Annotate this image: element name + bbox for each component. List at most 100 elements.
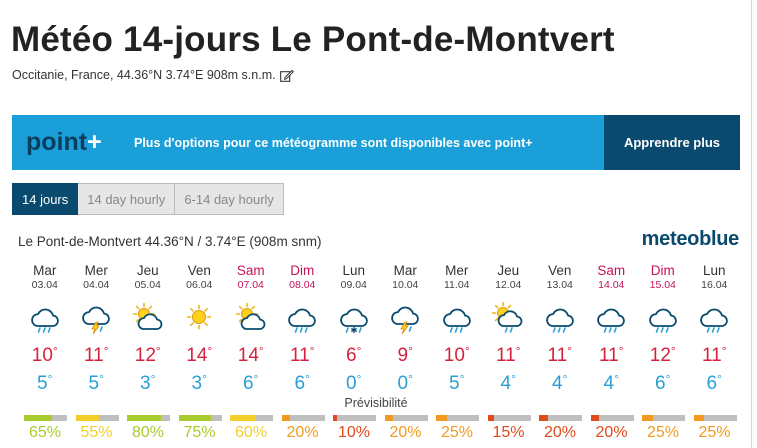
max-temperature: 6°	[346, 344, 362, 366]
tab-14-days[interactable]: 14 jours	[12, 183, 79, 215]
predictability-fill	[333, 415, 338, 421]
predictability-fill	[693, 415, 705, 421]
tab-14-day-hourly[interactable]: 14 day hourly	[78, 183, 176, 215]
daily-forecast: Mar 03.04 10° 5° Mer 04.04 11° 5° Jeu 05.04 12° 3° V…	[19, 263, 741, 394]
predictability-bar	[178, 415, 222, 421]
point-plus-banner: point+ Plus d'options pour ce météogramm…	[12, 115, 740, 170]
min-temperature: 6°	[655, 372, 671, 394]
predictability-item: 25%	[436, 415, 488, 443]
predictability-item: 15%	[487, 415, 540, 443]
predictability-item: 20%	[384, 415, 437, 443]
predictability-item: 75%	[178, 415, 231, 443]
predictability-bar	[24, 415, 67, 421]
forecast-location: Le Pont-de-Montvert 44.36°N / 3.74°E (90…	[18, 234, 322, 249]
day-column[interactable]: Dim 08.04 11° 6°	[277, 263, 329, 394]
predictability-bar	[436, 415, 479, 421]
cloud-snow-icon	[328, 298, 380, 338]
cloud-rain-icon	[19, 298, 71, 338]
predictability-item: 25%	[693, 415, 746, 443]
predictability-label: Prévisibilité	[344, 396, 408, 410]
min-temperature: 6°	[294, 372, 310, 394]
sun-cloud-icon	[225, 298, 277, 338]
day-date: 06.04	[186, 279, 213, 291]
min-temperature: 3°	[140, 372, 156, 394]
min-temperature: 3°	[191, 372, 207, 394]
day-column[interactable]: Dim 15.04 12° 6°	[637, 263, 689, 394]
predictability-item: 20%	[281, 415, 334, 443]
min-temperature: 0°	[346, 372, 362, 394]
max-temperature: 10°	[31, 344, 58, 366]
predictability-bar	[693, 415, 737, 421]
learn-more-button[interactable]: Apprendre plus	[604, 115, 740, 170]
day-column[interactable]: Mar 10.04 9° 0°	[380, 263, 432, 394]
day-column[interactable]: Mar 03.04 10° 5°	[19, 263, 71, 394]
cloud-rain-icon	[431, 298, 483, 338]
max-temperature: 11°	[547, 344, 573, 366]
day-column[interactable]: Sam 07.04 14° 6°	[225, 263, 277, 394]
day-column[interactable]: Jeu 05.04 12° 3°	[122, 263, 174, 394]
day-name: Lun	[342, 263, 366, 278]
day-name: Dim	[290, 263, 315, 278]
day-column[interactable]: Lun 16.04 11° 6°	[689, 263, 741, 394]
day-name: Jeu	[497, 263, 520, 278]
day-column[interactable]: Sam 14.04 11° 4°	[586, 263, 638, 394]
day-date: 15.04	[649, 279, 676, 291]
max-temperature: 12°	[134, 344, 161, 366]
day-date: 12.04	[495, 279, 522, 291]
day-column[interactable]: Mer 11.04 10° 5°	[431, 263, 483, 394]
predictability-item: 65%	[24, 415, 76, 443]
location-subtitle: Occitanie, France, 44.36°N 3.74°E 908m s…	[12, 68, 294, 82]
day-name: Mar	[33, 263, 57, 278]
predictability-fill	[436, 415, 447, 421]
day-name: Ven	[548, 263, 572, 278]
predictability-fill	[127, 415, 162, 421]
predictability-fill	[75, 415, 100, 421]
predictability-value: 20%	[595, 424, 628, 441]
tab-6-14-day-hourly[interactable]: 6-14 day hourly	[175, 183, 284, 215]
predictability-bar	[642, 415, 685, 421]
sun-cloud-rain-icon	[483, 298, 535, 338]
day-date: 04.04	[83, 279, 110, 291]
day-date: 10.04	[392, 279, 419, 291]
predictability-value: 60%	[235, 424, 268, 441]
predictability-fill	[590, 415, 600, 421]
day-date: 05.04	[134, 279, 161, 291]
predictability-fill	[642, 415, 653, 421]
min-temperature: 6°	[706, 372, 722, 394]
day-name: Ven	[187, 263, 211, 278]
predictability-fill	[384, 415, 394, 421]
min-temperature: 5°	[88, 372, 104, 394]
point-plus-logo: point+	[26, 128, 102, 156]
max-temperature: 11°	[83, 344, 109, 366]
predictability-bar	[487, 415, 531, 421]
predictability-bar	[230, 415, 273, 421]
predictability-item: 20%	[539, 415, 591, 443]
predictability-value: 25%	[441, 424, 474, 441]
forecast-tabs: 14 jours 14 day hourly 6-14 day hourly	[12, 183, 284, 215]
edit-icon[interactable]	[279, 69, 294, 82]
predictability-item: 20%	[590, 415, 643, 443]
predictability-bar	[333, 415, 376, 421]
day-column[interactable]: Lun 09.04 6° 0°	[328, 263, 380, 394]
day-name: Mer	[84, 263, 108, 278]
meteoblue-logo[interactable]: meteoblue	[641, 228, 740, 250]
predictability-value: 80%	[132, 424, 165, 441]
predictability-bar	[75, 415, 119, 421]
min-temperature: 5°	[449, 372, 465, 394]
max-temperature: 11°	[289, 344, 315, 366]
predictability-fill	[230, 415, 256, 421]
predictability-item: 60%	[230, 415, 282, 443]
day-column[interactable]: Ven 13.04 11° 4°	[534, 263, 586, 394]
day-date: 03.04	[31, 279, 58, 291]
day-column[interactable]: Jeu 12.04 11° 4°	[483, 263, 535, 394]
min-temperature: 4°	[603, 372, 619, 394]
predictability-value: 55%	[80, 424, 113, 441]
day-name: Dim	[650, 263, 675, 278]
day-column[interactable]: Ven 06.04 14° 3°	[174, 263, 226, 394]
thunderstorm-icon	[71, 298, 123, 338]
predictability-value: 10%	[338, 424, 371, 441]
day-column[interactable]: Mer 04.04 11° 5°	[71, 263, 123, 394]
page-title: Météo 14-jours Le Pont-de-Montvert	[11, 20, 615, 59]
min-temperature: 4°	[500, 372, 516, 394]
